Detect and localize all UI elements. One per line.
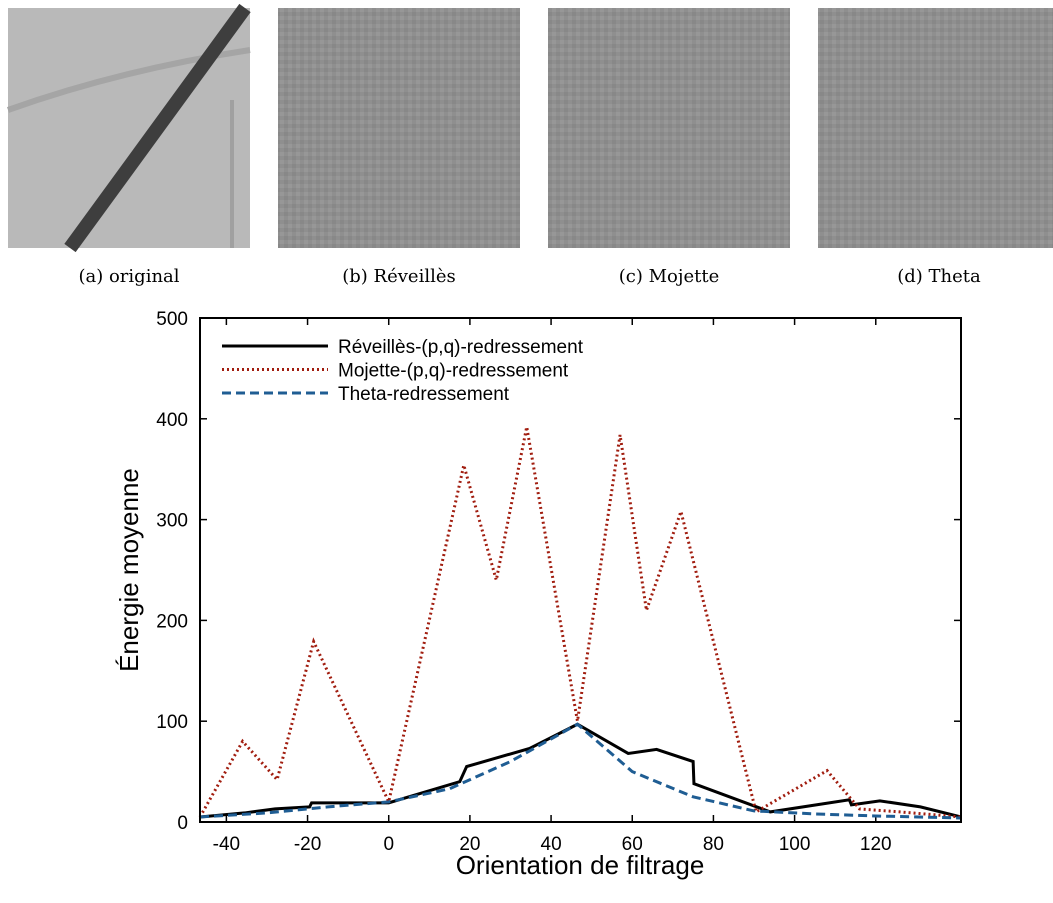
y-tick-label: 100	[156, 712, 188, 733]
x-tick-label: 120	[860, 834, 892, 855]
x-tick-label: 80	[703, 834, 724, 855]
legend-label: Theta-redressement	[338, 384, 510, 405]
y-tick-label: 500	[156, 309, 188, 330]
x-tick-label: 100	[779, 834, 811, 855]
y-tick-label: 200	[156, 611, 188, 632]
caption: (d) Theta	[897, 266, 981, 287]
x-tick-label: -20	[294, 834, 321, 855]
panel-d	[818, 8, 1053, 248]
y-tick-label: 0	[177, 813, 188, 834]
x-tick-label: 0	[383, 834, 394, 855]
y-axis-label: Énergie moyenne	[114, 468, 144, 672]
y-tick-label: 300	[156, 511, 188, 532]
series-line	[199, 722, 962, 819]
caption: (c) Mojette	[619, 266, 719, 287]
x-tick-label: 40	[541, 834, 562, 855]
series-line	[198, 426, 962, 819]
series-line	[199, 722, 962, 820]
x-axis-label: Orientation de filtrage	[456, 850, 705, 880]
panel-a	[6, 3, 251, 253]
panel-c	[548, 8, 790, 248]
panel-b	[278, 8, 520, 248]
caption: (a) original	[78, 266, 179, 287]
x-tick-label: 20	[459, 834, 480, 855]
legend-label: Réveillès-(p,q)-redressement	[338, 337, 584, 358]
x-tick-label: -40	[213, 834, 240, 855]
x-tick-label: 60	[622, 834, 643, 855]
caption: (b) Réveillès	[342, 266, 455, 287]
y-tick-label: 400	[156, 410, 188, 431]
legend-label: Mojette-(p,q)-redressement	[338, 361, 569, 382]
plot-frame	[199, 317, 962, 823]
